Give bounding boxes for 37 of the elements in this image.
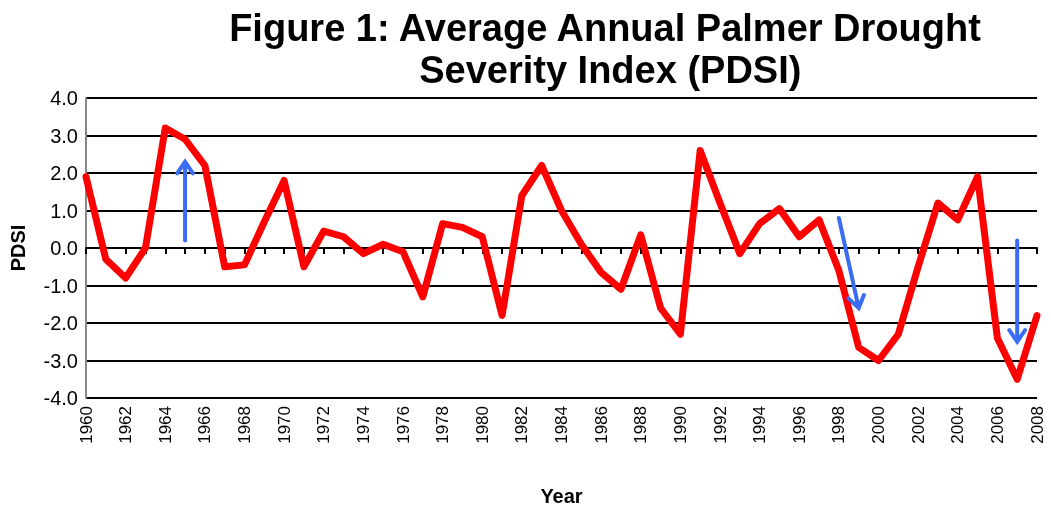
- x-tick-label: 1968: [235, 406, 254, 444]
- chart-title: Figure 1: Average Annual Palmer Drought Severity Index (PDSI): [229, 7, 982, 91]
- y-axis-title: PDSI: [7, 224, 29, 272]
- x-tick-label: 1982: [512, 406, 532, 444]
- x-tick-label: 1996: [789, 406, 809, 444]
- y-tick-label: 3.0: [50, 124, 78, 147]
- y-tick-label: 1.0: [50, 199, 78, 222]
- x-tick-label: 1970: [274, 406, 294, 444]
- x-tick-label: 1974: [353, 406, 373, 444]
- x-tick-label: 2002: [908, 406, 928, 444]
- x-tick-label: 1966: [195, 406, 215, 444]
- x-tick-label: 1962: [116, 406, 136, 444]
- x-tick-label: 2006: [987, 406, 1007, 444]
- y-tick-label: 2.0: [50, 162, 78, 184]
- x-tick-label: 1964: [155, 406, 175, 444]
- x-tick-label: 2004: [948, 406, 968, 444]
- x-tick-label: 1994: [750, 406, 770, 444]
- x-tick-label: 1978: [433, 406, 453, 444]
- y-tick-label: -2.0: [43, 312, 78, 334]
- x-axis-title: Year: [540, 485, 583, 507]
- y-tick-label: -3.0: [43, 349, 78, 372]
- x-tick-label: 1986: [591, 406, 611, 444]
- y-tick-label: -4.0: [43, 387, 78, 409]
- y-tick-label: 0.0: [50, 237, 78, 259]
- x-tick-label: 1990: [670, 406, 690, 444]
- x-tick-label: 2000: [869, 406, 888, 444]
- x-tick-label: 1984: [552, 406, 571, 444]
- x-tick-label: 1998: [829, 406, 849, 444]
- x-tick-label: 1960: [76, 406, 96, 444]
- x-tick-label: 1980: [472, 406, 492, 444]
- y-tick-label: 4.0: [50, 87, 78, 109]
- x-tick-label: 1976: [393, 406, 413, 444]
- x-tick-label: 1972: [314, 406, 334, 444]
- x-tick-label: 1988: [631, 406, 651, 444]
- x-tick-label: 1992: [710, 406, 730, 444]
- y-tick-label: -1.0: [43, 274, 78, 297]
- x-tick-label: 2008: [1027, 406, 1047, 444]
